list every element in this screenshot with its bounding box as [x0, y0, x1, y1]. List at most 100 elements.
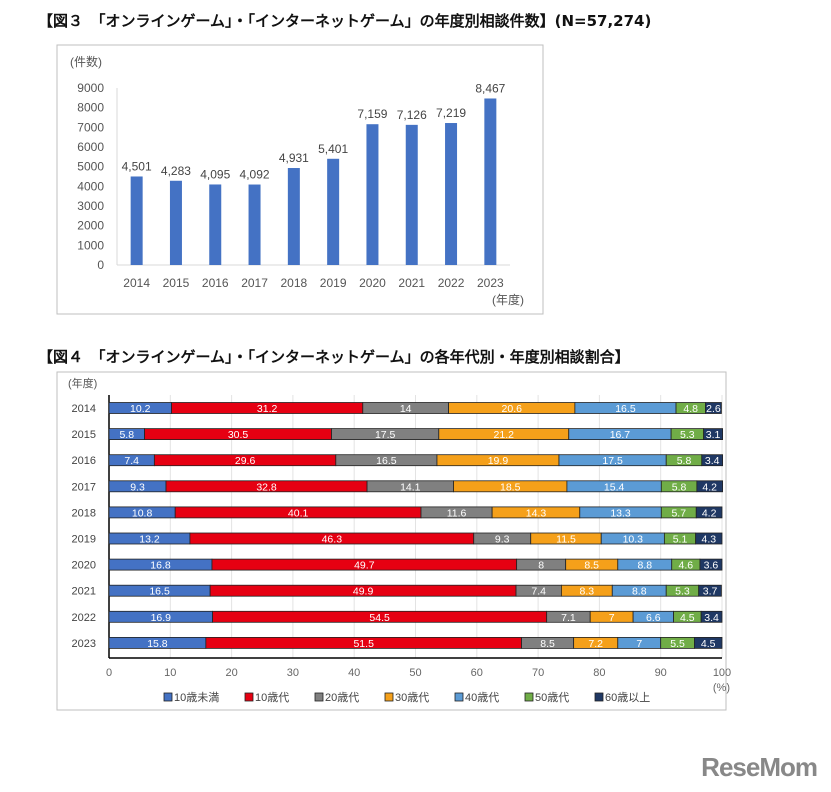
chart1-bar [287, 168, 300, 265]
chart2-segment-label: 7 [636, 638, 642, 650]
chart2-segment-label: 5.8 [119, 429, 134, 441]
chart2-segment-label: 16.8 [150, 560, 171, 572]
chart1-data-label: 8,467 [475, 81, 505, 95]
chart2-y-tick: 2015 [72, 429, 96, 441]
chart2-segment-label: 14.1 [400, 481, 421, 493]
chart2-y-tick: 2019 [72, 534, 96, 546]
chart2-legend-label: 30歳代 [395, 691, 429, 704]
chart2-segment-label: 10.3 [623, 534, 644, 546]
chart1-data-label: 7,219 [436, 106, 466, 120]
chart2-legend-label: 60歳以上 [605, 691, 650, 704]
chart2-segment-label: 46.3 [322, 534, 343, 546]
chart1-y-tick: 4000 [77, 179, 104, 193]
chart2-legend-label: 40歳代 [465, 691, 499, 704]
chart2-y-tick: 2018 [72, 507, 96, 519]
chart2-segment-label: 4.5 [680, 612, 695, 624]
chart1-data-label: 4,283 [161, 164, 191, 178]
chart2-segment-label: 16.5 [615, 403, 636, 415]
chart2-segment-label: 13.3 [610, 507, 631, 519]
chart2-segment-label: 18.5 [500, 481, 521, 493]
chart1-y-tick: 2000 [77, 219, 104, 233]
chart1-data-label: 4,501 [122, 159, 152, 173]
chart2-segment-label: 19.9 [488, 455, 509, 467]
chart2-segment-label: 5.1 [673, 534, 688, 546]
chart1-bar [366, 124, 379, 266]
chart1-y-tick: 8000 [77, 101, 104, 115]
chart2-segment-label: 16.5 [149, 586, 170, 598]
chart1-x-tick: 2022 [438, 276, 465, 290]
chart2-x-tick: 20 [225, 667, 237, 679]
chart2-legend-label: 10歳代 [255, 691, 289, 704]
chart2-segment [698, 584, 722, 597]
chart2-legend-label: 50歳代 [535, 691, 569, 704]
chart2-x-tick: 60 [471, 667, 483, 679]
chart1-data-label: 4,931 [279, 151, 309, 165]
chart2-segment-label: 49.7 [354, 560, 375, 572]
chart2-segment [694, 637, 723, 649]
chart2-segment-label: 8 [538, 560, 544, 572]
chart2-x-unit: (%) [713, 682, 730, 694]
chart2-legend-swatch [314, 692, 324, 702]
chart2-x-tick: 100 [713, 667, 731, 679]
chart2-x-tick: 30 [287, 667, 299, 679]
chart2-segment [703, 428, 724, 441]
chart2-segment-label: 5.8 [677, 455, 692, 467]
chart2-segment-label: 3.6 [704, 560, 719, 572]
chart1-x-tick: 2015 [163, 276, 190, 290]
chart2-x-tick: 40 [348, 667, 360, 679]
chart1-y-tick: 5000 [77, 160, 104, 174]
chart2-segment-label: 17.5 [602, 455, 623, 467]
chart2-segment-label: 10.8 [132, 507, 153, 519]
chart2-legend-swatch [454, 692, 464, 702]
chart1-x-tick: 2023 [477, 276, 504, 290]
chart2-segment-label: 7.1 [561, 612, 576, 624]
chart1-title: 【図３ 「オンラインゲーム」・「インターネットゲーム」の年度別相談件数】(N=5… [38, 12, 652, 30]
chart2-legend-swatch [524, 692, 534, 702]
chart1-data-label: 5,401 [318, 142, 348, 156]
chart2-segment-label: 29.6 [235, 455, 256, 467]
chart2-segment-label: 32.8 [256, 481, 277, 493]
chart2-segment-label: 31.2 [257, 403, 278, 415]
chart1-bar [484, 98, 497, 265]
chart2-segment-label: 4.3 [702, 534, 717, 546]
resemom-logo: ReseMom [701, 752, 818, 782]
chart2-segment-label: 14 [400, 403, 412, 415]
chart2-segment-label: 5.3 [680, 429, 695, 441]
chart2-segment-label: 7.4 [531, 586, 546, 598]
chart1-x-tick: 2021 [398, 276, 425, 290]
chart1-y-tick: 3000 [77, 199, 104, 213]
chart2-segment-label: 10.2 [130, 403, 151, 415]
chart2-x-tick: 50 [409, 667, 421, 679]
chart2-segment [695, 532, 723, 545]
chart2-segment-label: 30.5 [228, 429, 249, 441]
chart1-x-tick: 2018 [280, 276, 307, 290]
chart1-data-label: 7,159 [357, 107, 387, 121]
chart2-y-tick: 2014 [72, 403, 96, 415]
chart2-x-tick: 0 [106, 667, 112, 679]
chart2-segment [705, 402, 722, 414]
chart2-segment-label: 8.8 [632, 586, 647, 598]
chart2-segment-label: 7.2 [588, 638, 603, 650]
chart2-legend-label: 10歳未満 [174, 691, 219, 704]
chart2-segment-label: 17.5 [375, 429, 396, 441]
chart2-y-tick: 2022 [72, 612, 96, 624]
chart2-segment-label: 14.3 [526, 507, 547, 519]
chart1-data-label: 4,095 [200, 167, 230, 181]
chart1-y-tick: 7000 [77, 120, 104, 134]
chart2-segment-label: 3.7 [703, 586, 718, 598]
chart2-y-tick: 2020 [72, 560, 96, 572]
chart1-x-tick: 2019 [320, 276, 347, 290]
chart2-segment [696, 480, 724, 493]
chart1-x-unit: (年度) [492, 292, 524, 307]
chart2-segment-label: 8.5 [584, 560, 599, 572]
chart2-segment-label: 51.5 [353, 638, 374, 650]
chart2-segment-label: 16.9 [151, 612, 172, 624]
chart2-segment-label: 5.8 [672, 481, 687, 493]
chart2-segment-label: 4.2 [702, 481, 717, 493]
chart2-legend-swatch [163, 692, 173, 702]
chart2-segment-label: 21.2 [494, 429, 515, 441]
chart2-segment [699, 558, 723, 571]
chart2-segment-label: 11.6 [447, 507, 467, 519]
chart1-bar [405, 124, 418, 265]
